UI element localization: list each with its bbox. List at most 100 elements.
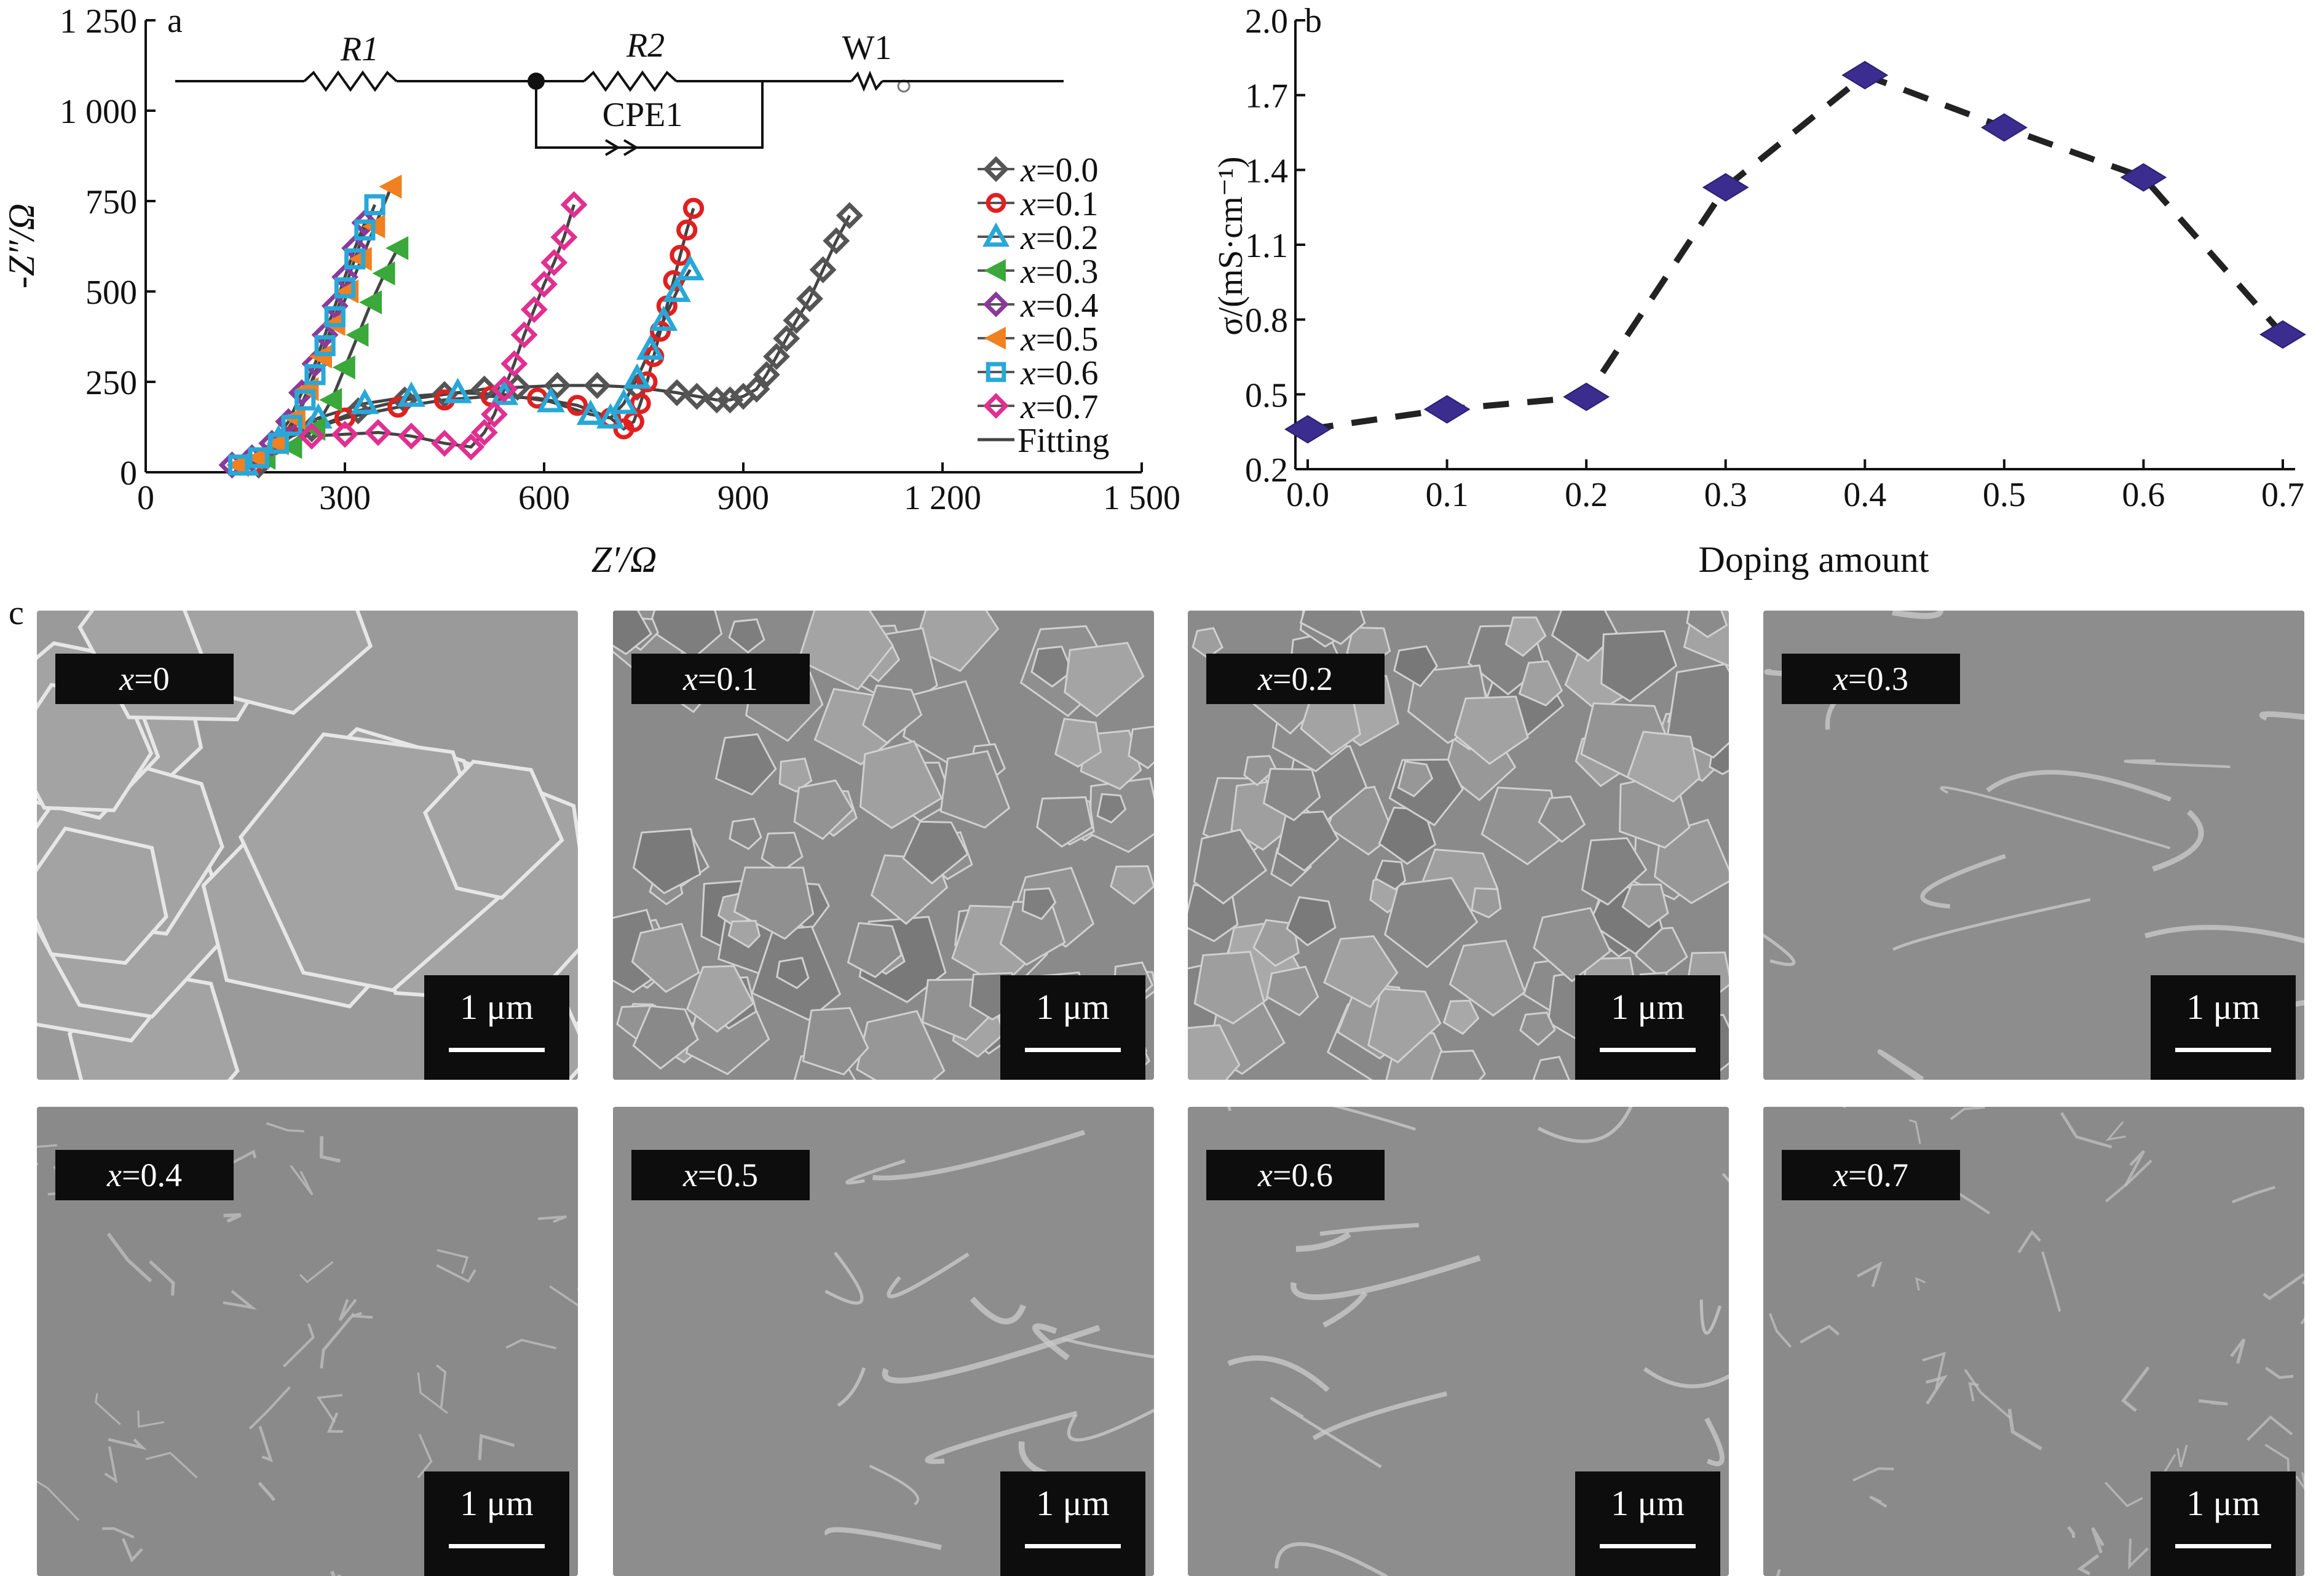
scale-bar bbox=[1025, 1544, 1121, 1548]
sem-ridge bbox=[106, 1232, 152, 1283]
x-tick-label: 1 500 bbox=[1103, 479, 1180, 517]
r1-label: R1 bbox=[340, 30, 379, 68]
x-tick-label: 300 bbox=[319, 479, 371, 517]
sem-ridge bbox=[137, 1410, 165, 1428]
sem-grain bbox=[939, 750, 1011, 829]
sem-grain bbox=[1471, 887, 1502, 919]
y-axis-label: σ/(mS·cm⁻¹) bbox=[1212, 156, 1250, 335]
sem-ridge bbox=[1869, 1495, 1887, 1508]
sem-ridge bbox=[1275, 1542, 1388, 1576]
x-tick-label: 0.3 bbox=[1704, 476, 1747, 514]
sem-grain bbox=[802, 1007, 869, 1076]
sem-ridge bbox=[437, 1249, 469, 1274]
sem-grain bbox=[729, 817, 762, 850]
y-tick-label: 1.7 bbox=[1245, 77, 1288, 116]
sem-ridge bbox=[2263, 1273, 2304, 1301]
sem-ridge bbox=[104, 1446, 118, 1484]
sem-ridge bbox=[970, 1296, 1026, 1325]
data-point bbox=[349, 247, 372, 271]
sem-ridge bbox=[1067, 1408, 1154, 1442]
sem-ridge bbox=[95, 1393, 121, 1425]
data-point bbox=[267, 432, 290, 454]
sem-ridge bbox=[121, 1538, 143, 1563]
sem-ridge bbox=[1920, 853, 2006, 909]
sem-ridge bbox=[1915, 1277, 1926, 1291]
data-point bbox=[398, 422, 425, 450]
sem-ridge bbox=[478, 1433, 515, 1460]
x-axis-label: Doping amount bbox=[1699, 539, 1929, 580]
r2-label: R2 bbox=[626, 26, 665, 65]
data-point bbox=[500, 350, 528, 378]
sem-ridge bbox=[1270, 1397, 1382, 1468]
data-point bbox=[576, 399, 605, 426]
sem-grain bbox=[1096, 793, 1127, 824]
sem-ridge bbox=[1295, 1231, 1351, 1252]
sem-grain bbox=[1621, 883, 1669, 929]
data-point bbox=[350, 389, 379, 414]
sem-ridge bbox=[352, 1312, 373, 1319]
sem-image: x=0.1 1 μm bbox=[613, 611, 1154, 1080]
data-point bbox=[796, 285, 823, 312]
legend-val: =0.0 bbox=[1036, 151, 1099, 189]
sem-ridge bbox=[436, 1264, 476, 1283]
scale-bar bbox=[1025, 1048, 1121, 1052]
data-point bbox=[663, 379, 690, 406]
x-tick-label: 600 bbox=[518, 479, 570, 517]
scale-bar bbox=[449, 1544, 545, 1548]
data-point bbox=[520, 296, 548, 323]
sem-label-var: x bbox=[683, 660, 698, 697]
conductivity-point bbox=[1702, 173, 1749, 202]
sem-ridge bbox=[1704, 1417, 1725, 1467]
data-point bbox=[324, 306, 346, 328]
sem-grain bbox=[1266, 965, 1319, 1016]
data-point bbox=[753, 361, 780, 389]
sem-ridge bbox=[258, 1481, 276, 1502]
sem-ridge bbox=[2041, 1251, 2061, 1312]
legend-var: x bbox=[1020, 185, 1036, 223]
data-point bbox=[540, 249, 568, 276]
y-axis-label: -Z″/Ω bbox=[1, 204, 42, 288]
sem-grain bbox=[1300, 700, 1362, 756]
legend-label: x=0.4 bbox=[1020, 287, 1098, 325]
sem-sample-label: x=0.4 bbox=[55, 1150, 234, 1200]
sem-ridge bbox=[316, 1393, 343, 1423]
data-point bbox=[309, 344, 332, 369]
sem-grain bbox=[902, 820, 969, 885]
sem-grain bbox=[1581, 837, 1648, 906]
sem-image: x=0.4 1 μm bbox=[37, 1107, 578, 1576]
data-point bbox=[676, 255, 705, 280]
data-point bbox=[783, 307, 810, 334]
y-tick-label: 1 250 bbox=[60, 2, 137, 41]
legend-label: x=0.1 bbox=[1020, 185, 1098, 223]
sem-image: x=0.7 1 μm bbox=[1763, 1107, 2304, 1576]
sem-ridge bbox=[2017, 1229, 2041, 1253]
data-point bbox=[809, 256, 837, 283]
sem-sample-label: x=0.3 bbox=[1782, 654, 1960, 704]
sem-ridge bbox=[537, 1215, 567, 1223]
sem-grain bbox=[1518, 660, 1563, 707]
cpe-label: CPE1 bbox=[603, 96, 683, 134]
sem-ridge bbox=[2077, 1554, 2100, 1576]
sem-label-val: =0 bbox=[134, 660, 170, 697]
data-point bbox=[663, 276, 691, 303]
y-tick-label: 0.8 bbox=[1245, 302, 1288, 340]
legend-val: =0.6 bbox=[1036, 354, 1099, 392]
sem-ridge bbox=[505, 1339, 556, 1350]
sem-ridge bbox=[2124, 759, 2231, 769]
data-point bbox=[763, 343, 790, 370]
sem-ridge bbox=[108, 1438, 148, 1451]
scale-bar-label: 1 μm bbox=[2186, 1483, 2260, 1523]
legend-label: x=0.2 bbox=[1020, 219, 1098, 257]
sem-label-val: =0.4 bbox=[122, 1157, 182, 1194]
x-tick-label: 0.0 bbox=[1286, 476, 1329, 514]
sem-grain bbox=[1276, 810, 1340, 872]
legend-val: =0.1 bbox=[1036, 185, 1099, 223]
sem-ridge bbox=[549, 1285, 578, 1307]
sem-grain bbox=[1021, 887, 1057, 921]
sem-ridge bbox=[248, 1386, 291, 1430]
data-point bbox=[470, 419, 498, 446]
sem-ridge bbox=[229, 1149, 257, 1166]
x-tick-label: 0.7 bbox=[2261, 476, 2304, 514]
sem-grain bbox=[1030, 645, 1073, 688]
panel-letter-b: b bbox=[1305, 2, 1322, 40]
